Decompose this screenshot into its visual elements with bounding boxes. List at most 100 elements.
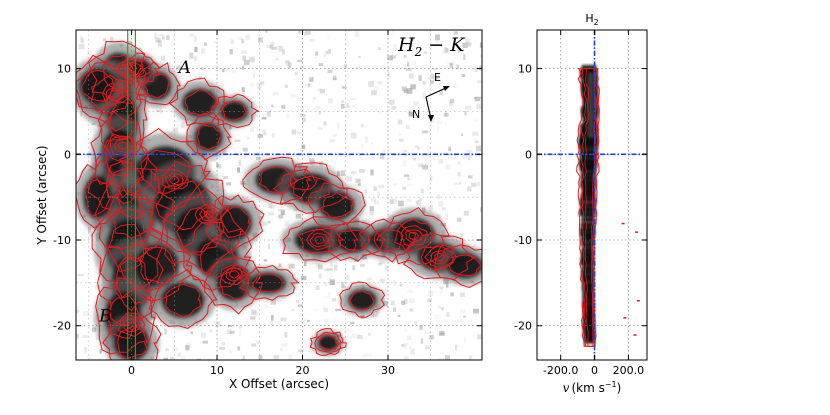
noise-speck [469,355,473,360]
noise-speck [368,81,374,87]
noise-speck [382,289,388,294]
pv-emission-slice [582,296,595,304]
noise-speck [427,298,432,303]
noise-speck [434,314,441,320]
pv-emission-slice [582,287,595,296]
contour-line [119,227,193,302]
noise-speck [298,314,305,317]
noise-speck [474,119,478,122]
noise-speck [324,318,329,322]
noise-speck [222,68,225,73]
noise-speck [299,65,304,70]
noise-speck [238,160,242,166]
noise-speck [323,307,328,313]
noise-speck [452,84,457,88]
compass-east-label: E [434,71,441,84]
noise-speck [343,327,350,333]
noise-speck [229,350,232,354]
noise-speck [390,300,395,306]
noise-speck [189,33,195,37]
noise-speck [471,182,477,187]
contour-line [84,178,112,217]
noise-speck [441,307,444,311]
contour-line [137,246,177,285]
noise-speck [436,214,441,220]
noise-speck [76,333,79,339]
noise-speck [383,301,388,307]
contour-line [76,54,128,114]
noise-speck [441,207,446,211]
noise-speck [323,121,327,126]
noise-speck [297,131,302,134]
noise-speck [280,317,287,322]
contour-line [242,156,313,206]
noise-speck [402,160,407,167]
noise-speck [305,31,311,35]
noise-speck [407,177,410,181]
contour-line [117,57,144,80]
noise-speck [397,314,401,317]
noise-speck [404,174,410,177]
noise-speck [231,69,236,74]
noise-speck [239,325,242,329]
noise-speck [304,32,307,37]
pv-emission-slice [580,238,595,246]
noise-speck [352,105,357,109]
noise-speck [423,51,427,55]
right-panel: -200.0 0 200.0 10 0 -10 -20 H2 v (km s−1) [514,12,648,395]
noise-speck [97,283,103,288]
noise-speck [393,183,398,186]
noise-speck [419,198,423,202]
noise-speck [406,61,410,67]
noise-speck [409,308,414,312]
left-grid [76,30,482,360]
noise-speck [226,66,230,73]
noise-speck [455,344,458,351]
noise-speck [477,334,482,340]
noise-speck [447,62,452,66]
noise-speck [156,109,161,113]
pv-y-tick-label: -20 [514,320,532,333]
noise-speck [441,50,446,54]
noise-speck [218,172,224,178]
noise-speck [315,51,318,56]
noise-speck [393,44,397,50]
noise-speck [91,122,96,126]
pv-emission-slice [581,274,595,283]
noise-speck [371,198,376,203]
noise-speck [219,346,225,350]
noise-speck [185,345,190,351]
noise-speck [302,117,306,123]
noise-speck [456,64,460,70]
noise-speck [318,273,322,279]
noise-speck [352,265,356,271]
noise-speck [404,298,408,305]
noise-speck [393,279,396,286]
noise-speck [384,265,389,271]
noise-speck [429,335,434,340]
noise-speck [361,144,364,150]
contour-line [309,328,347,356]
contour-line [252,273,283,293]
contour-line [293,175,331,204]
noise-speck [299,114,306,118]
right-panel-title: H2 [585,12,598,27]
noise-speck [327,69,333,73]
noise-speck [295,213,302,219]
noise-speck [284,220,290,226]
noise-speck [229,330,235,334]
noise-speck [357,334,363,339]
noise-speck [138,47,143,50]
noise-speck [365,218,371,223]
noise-speck [110,36,114,42]
noise-speck [315,308,318,311]
noise-speck [388,99,395,105]
noise-speck [271,314,274,321]
noise-speck [294,71,298,76]
contour-line [228,270,240,279]
contour-line [219,266,250,300]
pv-emission-slice [579,228,596,236]
noise-speck [357,65,361,70]
emission-core [161,281,205,319]
pv-emission-slice [580,193,596,201]
